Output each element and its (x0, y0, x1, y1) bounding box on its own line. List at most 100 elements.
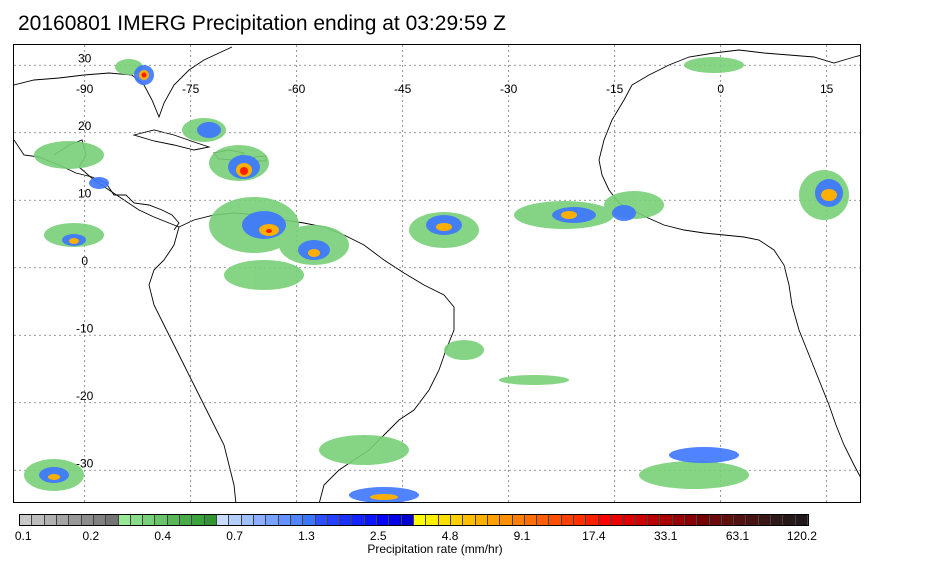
precipitation-map: -90 -75 -60 -45 -30 -15 0 15 30 20 10 0 -10 -20 -30 (14, 45, 860, 502)
colorbar-tick-label: 1.3 (298, 529, 315, 543)
colorbar-swatch (758, 515, 772, 525)
colorbar-swatch (537, 515, 550, 525)
colorbar-swatch (672, 515, 685, 525)
colorbar-swatch (783, 515, 796, 525)
colorbar-tick-label: 33.1 (654, 529, 678, 543)
colorbar-swatch (130, 515, 144, 525)
longitude-label: -30 (500, 82, 518, 96)
colorbar-swatch (426, 515, 439, 525)
colorbar-swatch (598, 515, 611, 525)
colorbar-swatch (167, 515, 181, 525)
latitude-labels: 30 20 10 0 -10 -20 -30 (76, 51, 94, 470)
longitude-label: -75 (182, 82, 200, 96)
colorbar-swatch (660, 515, 673, 525)
colorbar-swatch (315, 515, 328, 525)
colorbar-swatch (290, 515, 304, 525)
latitude-label: 10 (78, 186, 92, 200)
colorbar-swatch (574, 515, 587, 525)
colorbar-swatch (586, 515, 599, 525)
colorbar-tick-label: 17.4 (582, 529, 606, 543)
colorbar-swatch (180, 515, 193, 525)
colorbar-swatch (340, 515, 353, 525)
colorbar-swatch (20, 515, 33, 525)
colorbar-swatch (561, 515, 575, 525)
colorbar-swatch (709, 515, 722, 525)
colorbar-swatch (192, 515, 205, 525)
colorbar-swatch (746, 515, 759, 525)
colorbar-tick-label: 63.1 (725, 529, 750, 543)
colorbar-swatch (241, 515, 254, 525)
colorbar-swatch (463, 515, 476, 525)
colorbar-swatch (721, 515, 735, 525)
colorbar-swatch (524, 515, 538, 525)
colorbar-tick-label: 0.4 (154, 529, 172, 543)
colorbar-tick-label: 4.8 (441, 529, 459, 543)
longitude-label: 15 (820, 82, 834, 96)
colorbar-swatch (155, 515, 168, 525)
precipitation-field (24, 57, 849, 502)
colorbar-swatch (684, 515, 698, 525)
colorbar-swatch (81, 515, 94, 525)
latitude-label: -20 (76, 389, 94, 403)
latitude-label: 0 (81, 254, 88, 268)
colorbar-swatch (487, 515, 501, 525)
map-frame: -90 -75 -60 -45 -30 -15 0 15 30 20 10 0 -10 -20 -30 (13, 44, 861, 503)
longitude-label: -45 (394, 82, 412, 96)
longitude-label: -90 (76, 82, 94, 96)
colorbar (19, 514, 810, 526)
colorbar-swatch (266, 515, 279, 525)
longitude-label: -15 (606, 82, 624, 96)
latitude-label: 20 (78, 119, 92, 133)
colorbar-swatch (106, 515, 119, 525)
colorbar-swatch (414, 515, 427, 525)
longitude-label: -60 (288, 82, 306, 96)
colorbar-swatch (401, 515, 414, 525)
latitude-label: 30 (78, 51, 92, 65)
colorbar-swatch (734, 515, 747, 525)
latitude-label: -10 (76, 321, 94, 335)
colorbar-swatch (647, 515, 661, 525)
colorbar-swatch (438, 515, 451, 525)
colorbar-swatch (450, 515, 464, 525)
colorbar-swatch (56, 515, 70, 525)
colorbar-tick-label: 2.5 (369, 529, 387, 543)
map-title: 20160801 IMERG Precipitation ending at 0… (18, 12, 506, 35)
graticule (14, 45, 860, 502)
colorbar-swatch (229, 515, 242, 525)
colorbar-tick-label: 0.7 (226, 529, 243, 543)
colorbar-swatch (611, 515, 624, 525)
colorbar-swatch (217, 515, 230, 525)
coastlines (14, 46, 860, 502)
colorbar-tick-label: 120.2 (786, 529, 817, 543)
colorbar-swatch (389, 515, 402, 525)
central-america-coast (78, 166, 180, 228)
colorbar-swatch (32, 515, 45, 525)
colorbar-swatch (93, 515, 107, 525)
colorbar-swatch (512, 515, 525, 525)
colorbar-swatch (327, 515, 341, 525)
colorbar-swatch (143, 515, 156, 525)
colorbar-swatch (364, 515, 378, 525)
colorbar-tick-label: 0.2 (82, 529, 100, 543)
colorbar-swatch (635, 515, 648, 525)
colorbar-swatch (377, 515, 390, 525)
colorbar-title: Precipitation rate (mm/hr) (367, 542, 503, 556)
colorbar-swatch (697, 515, 710, 525)
colorbar-swatch (795, 515, 808, 525)
colorbar-swatch (44, 515, 57, 525)
colorbar-swatch (500, 515, 513, 525)
colorbar-swatch (278, 515, 291, 525)
colorbar-tick-label: 9.1 (513, 529, 531, 543)
colorbar-swatch (352, 515, 365, 525)
colorbar-swatch (771, 515, 784, 525)
colorbar-swatch (549, 515, 562, 525)
colorbar-swatch (303, 515, 316, 525)
colorbar-swatch (118, 515, 131, 525)
longitude-labels: -90 -75 -60 -45 -30 -15 0 15 (76, 82, 834, 96)
cuba-coast (132, 129, 211, 151)
colorbar-swatch (475, 515, 488, 525)
africa-coast (598, 49, 860, 478)
colorbar-swatch (253, 515, 267, 525)
latitude-label: -30 (76, 456, 94, 470)
colorbar-tick-label: 0.1 (14, 529, 32, 543)
